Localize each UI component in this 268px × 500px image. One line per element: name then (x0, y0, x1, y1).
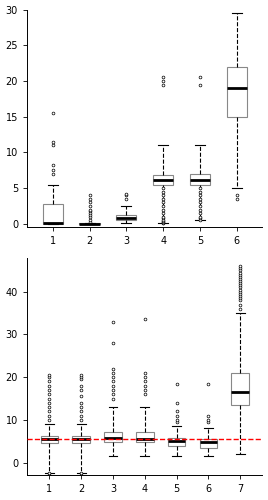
PathPatch shape (43, 204, 63, 224)
PathPatch shape (40, 436, 58, 444)
PathPatch shape (168, 438, 185, 446)
PathPatch shape (136, 432, 154, 442)
PathPatch shape (72, 436, 90, 444)
PathPatch shape (190, 174, 210, 184)
PathPatch shape (200, 439, 217, 448)
PathPatch shape (104, 432, 122, 442)
PathPatch shape (116, 214, 136, 220)
PathPatch shape (153, 174, 173, 184)
PathPatch shape (232, 373, 249, 405)
PathPatch shape (226, 66, 247, 116)
